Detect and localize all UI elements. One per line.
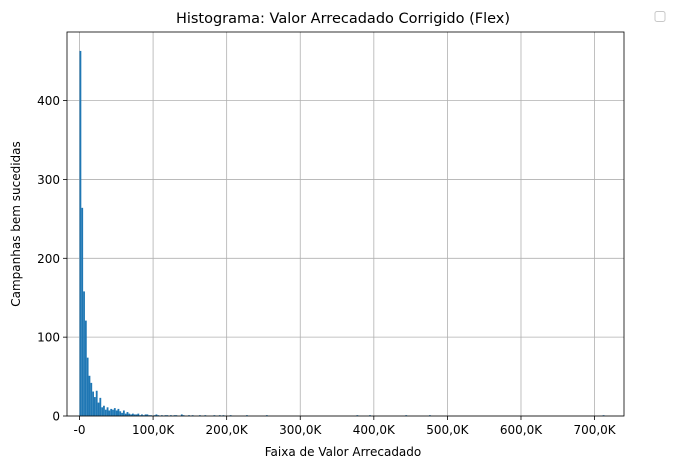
histogram-bar bbox=[180, 414, 183, 416]
histogram-bar bbox=[113, 408, 116, 416]
histogram-bar bbox=[117, 408, 120, 416]
histogram-bar bbox=[133, 414, 136, 416]
histogram-bar bbox=[155, 414, 158, 416]
histogram-bar bbox=[97, 402, 100, 416]
histogram-bar bbox=[144, 414, 147, 416]
y-axis-label: Campanhas bem sucedidas bbox=[9, 141, 23, 307]
histogram-bar bbox=[83, 291, 85, 416]
histogram-bar bbox=[86, 357, 89, 416]
y-tick-label: 200 bbox=[37, 252, 60, 266]
x-tick-label: -0 bbox=[74, 423, 86, 437]
x-tick-label: 200,0K bbox=[206, 423, 249, 437]
histogram-bar bbox=[135, 414, 138, 416]
histogram-bar bbox=[79, 50, 82, 417]
histogram-bar bbox=[137, 413, 140, 416]
histogram-bar bbox=[95, 390, 98, 416]
chart-title: Histograma: Valor Arrecadado Corrigido (… bbox=[176, 11, 510, 27]
histogram-bars bbox=[79, 50, 605, 417]
plot-frame bbox=[66, 31, 625, 417]
histogram-bar bbox=[101, 407, 104, 416]
histogram-bar bbox=[99, 397, 102, 416]
histogram-bar bbox=[84, 320, 87, 416]
y-tick-label: 300 bbox=[37, 173, 60, 187]
histogram-bar bbox=[124, 413, 127, 416]
y-tick-label: 0 bbox=[52, 410, 60, 424]
histogram-bar bbox=[128, 413, 131, 416]
histogram-bar bbox=[106, 407, 109, 416]
x-tick-label: 400,0K bbox=[353, 423, 396, 437]
histogram-bar bbox=[122, 410, 125, 416]
x-axis-ticks: -0 100,0K 200,0K 300,0K 400,0K 500,0K 600,0K 70… bbox=[74, 416, 617, 437]
histogram-bar bbox=[110, 408, 113, 416]
histogram-bar bbox=[130, 414, 133, 416]
histogram-bar bbox=[121, 412, 123, 416]
histogram-bar bbox=[141, 414, 143, 416]
x-tick-label: 500,0K bbox=[426, 423, 469, 437]
x-tick-label: 300,0K bbox=[279, 423, 322, 437]
histogram-bar bbox=[132, 413, 134, 416]
histogram-bar bbox=[93, 397, 96, 416]
histogram-bar bbox=[81, 207, 84, 416]
histogram-bar bbox=[119, 411, 122, 416]
y-tick-label: 400 bbox=[37, 94, 60, 108]
legend-box bbox=[654, 11, 666, 22]
histogram-bar bbox=[146, 414, 149, 416]
histogram-bar bbox=[112, 409, 114, 416]
y-axis-ticks: 0 100 200 300 400 bbox=[37, 94, 67, 424]
histogram-bar bbox=[115, 410, 118, 416]
x-tick-label: 700,0K bbox=[573, 423, 616, 437]
histogram-bar bbox=[92, 391, 94, 416]
histogram-bar bbox=[108, 410, 111, 416]
y-tick-label: 100 bbox=[37, 331, 60, 345]
histogram-bar bbox=[104, 409, 107, 416]
histogram-bar bbox=[88, 375, 91, 416]
histogram-bar bbox=[90, 382, 93, 416]
x-axis-label: Faixa de Valor Arrecadado bbox=[265, 445, 422, 459]
x-tick-label: 600,0K bbox=[500, 423, 543, 437]
histogram-bar bbox=[126, 412, 129, 416]
x-tick-label: 100,0K bbox=[132, 423, 175, 437]
histogram-bar bbox=[103, 405, 105, 416]
